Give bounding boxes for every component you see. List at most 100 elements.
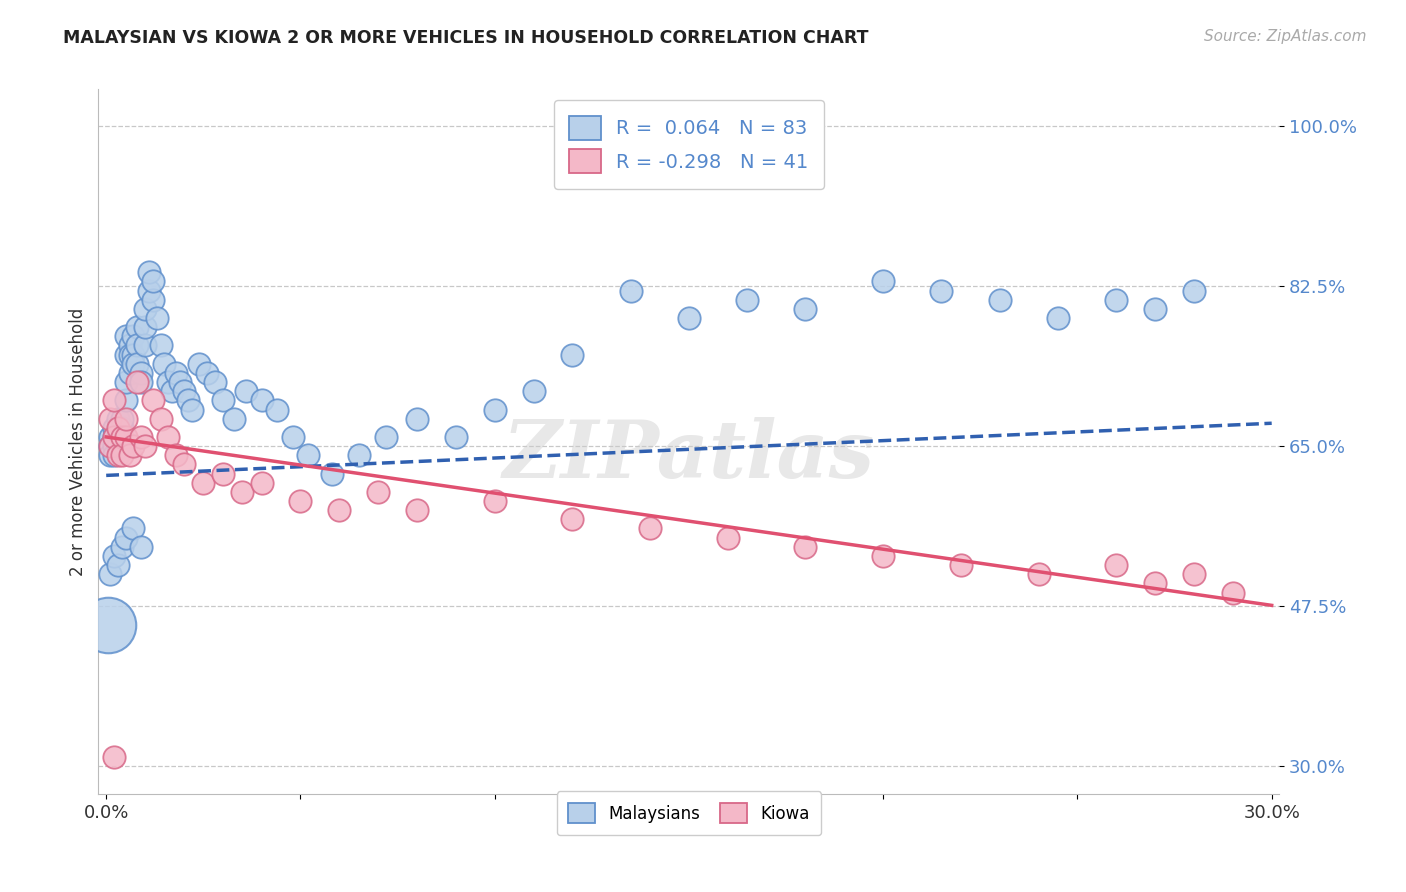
Point bbox=[103, 430, 125, 444]
Point bbox=[794, 540, 817, 554]
Point bbox=[111, 430, 134, 444]
Point bbox=[107, 430, 129, 444]
Point bbox=[138, 284, 160, 298]
Point bbox=[107, 421, 129, 435]
Point bbox=[111, 439, 134, 453]
Point bbox=[103, 430, 125, 444]
Point bbox=[1222, 585, 1244, 599]
Point bbox=[297, 448, 319, 462]
Point bbox=[138, 265, 160, 279]
Text: ZIPatlas: ZIPatlas bbox=[503, 417, 875, 494]
Point bbox=[153, 357, 176, 371]
Point bbox=[367, 484, 389, 499]
Point bbox=[98, 430, 121, 444]
Point bbox=[111, 421, 134, 435]
Point bbox=[98, 567, 121, 582]
Point bbox=[134, 439, 156, 453]
Point bbox=[107, 421, 129, 435]
Point bbox=[250, 475, 273, 490]
Text: MALAYSIAN VS KIOWA 2 OR MORE VEHICLES IN HOUSEHOLD CORRELATION CHART: MALAYSIAN VS KIOWA 2 OR MORE VEHICLES IN… bbox=[63, 29, 869, 46]
Point bbox=[193, 475, 215, 490]
Point bbox=[266, 402, 288, 417]
Point bbox=[173, 458, 195, 472]
Point bbox=[118, 448, 141, 462]
Point bbox=[157, 430, 180, 444]
Point bbox=[98, 448, 121, 462]
Point bbox=[129, 366, 152, 380]
Point bbox=[211, 467, 233, 481]
Point bbox=[134, 338, 156, 352]
Point bbox=[122, 357, 145, 371]
Point bbox=[204, 375, 226, 389]
Point bbox=[1046, 310, 1070, 325]
Point bbox=[1028, 567, 1050, 582]
Point bbox=[1105, 293, 1128, 307]
Point bbox=[111, 430, 134, 444]
Point bbox=[931, 284, 953, 298]
Point bbox=[134, 301, 156, 316]
Point bbox=[717, 531, 740, 545]
Legend: Malaysians, Kiowa: Malaysians, Kiowa bbox=[557, 791, 821, 835]
Point bbox=[872, 549, 894, 563]
Point bbox=[406, 503, 429, 517]
Point bbox=[118, 338, 141, 352]
Point bbox=[195, 366, 218, 380]
Point bbox=[111, 540, 134, 554]
Text: Source: ZipAtlas.com: Source: ZipAtlas.com bbox=[1204, 29, 1367, 44]
Point bbox=[114, 348, 136, 362]
Point bbox=[165, 366, 187, 380]
Point bbox=[620, 284, 643, 298]
Point bbox=[794, 301, 817, 316]
Point bbox=[224, 411, 246, 425]
Point bbox=[114, 411, 136, 425]
Point bbox=[127, 357, 149, 371]
Point bbox=[188, 357, 211, 371]
Point bbox=[281, 430, 304, 444]
Point bbox=[127, 375, 149, 389]
Point bbox=[107, 439, 129, 453]
Point bbox=[107, 558, 129, 573]
Point bbox=[118, 366, 141, 380]
Point bbox=[127, 338, 149, 352]
Point bbox=[114, 375, 136, 389]
Y-axis label: 2 or more Vehicles in Household: 2 or more Vehicles in Household bbox=[69, 308, 87, 575]
Point bbox=[484, 402, 506, 417]
Point bbox=[97, 617, 120, 632]
Point bbox=[211, 393, 233, 408]
Point bbox=[290, 494, 312, 508]
Point bbox=[107, 448, 129, 462]
Point bbox=[169, 375, 191, 389]
Point bbox=[142, 293, 165, 307]
Point bbox=[561, 348, 583, 362]
Point bbox=[1182, 567, 1205, 582]
Point bbox=[180, 402, 202, 417]
Point bbox=[114, 531, 136, 545]
Point bbox=[145, 310, 167, 325]
Point bbox=[406, 411, 429, 425]
Point bbox=[988, 293, 1011, 307]
Point bbox=[1144, 576, 1167, 591]
Point bbox=[522, 384, 544, 399]
Point bbox=[484, 494, 506, 508]
Point bbox=[122, 521, 145, 535]
Point bbox=[122, 329, 145, 343]
Point bbox=[162, 384, 183, 399]
Point bbox=[129, 540, 152, 554]
Point bbox=[235, 384, 257, 399]
Point bbox=[122, 348, 145, 362]
Point bbox=[949, 558, 972, 573]
Point bbox=[111, 411, 134, 425]
Point bbox=[103, 448, 125, 462]
Point bbox=[328, 503, 350, 517]
Point bbox=[872, 274, 894, 288]
Point bbox=[98, 411, 121, 425]
Point bbox=[103, 421, 125, 435]
Point bbox=[1144, 301, 1167, 316]
Point bbox=[122, 439, 145, 453]
Point bbox=[114, 329, 136, 343]
Point bbox=[103, 750, 125, 764]
Point bbox=[107, 411, 129, 425]
Point bbox=[129, 375, 152, 389]
Point bbox=[444, 430, 467, 444]
Point bbox=[103, 439, 125, 453]
